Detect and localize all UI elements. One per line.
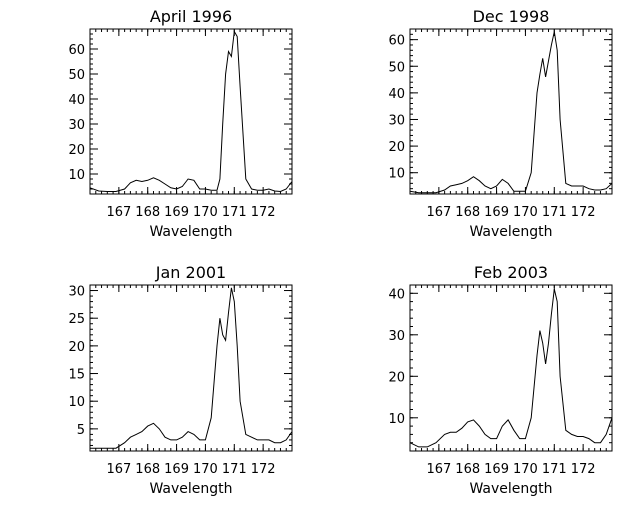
y-tick-label: 10	[388, 167, 405, 182]
x-axis-label: Wavelength	[149, 224, 232, 240]
x-tick-label: 170	[513, 462, 538, 477]
x-tick-label: 172	[571, 205, 596, 220]
x-tick-label: 169	[164, 205, 189, 220]
y-tick-label: 30	[68, 285, 85, 300]
y-tick-label: 40	[388, 287, 405, 302]
y-tick-label: 50	[68, 68, 85, 83]
chart-panel-2: Dec 1998 167 168 169 170 171 172 10 20 30 40 50 60 Wa…	[388, 7, 613, 240]
chart-title: Dec 1998	[473, 7, 550, 26]
x-tick-label: 171	[222, 205, 247, 220]
x-tick-label: 168	[455, 462, 480, 477]
x-tick-label: 171	[542, 205, 567, 220]
y-tick-label: 20	[68, 143, 85, 158]
y-tick-label: 60	[68, 43, 85, 58]
chart-panel-1: April 1996 167 168 169 170 171 172 10 20 30 40 50 60…	[68, 7, 293, 240]
x-tick-label: 168	[455, 205, 480, 220]
y-tick-label: 5	[77, 423, 85, 438]
x-tick-label: 170	[193, 205, 218, 220]
x-tick-label: 169	[484, 205, 509, 220]
chart-panel-4: Feb 2003 167 168 169 170 171 172 10 20 30 40 Wavele…	[388, 263, 613, 497]
y-tick-label: 30	[388, 113, 405, 128]
y-tick-label: 40	[68, 93, 85, 108]
x-tick-label: 167	[426, 205, 451, 220]
y-tick-label: 50	[388, 60, 405, 75]
y-tick-label: 20	[388, 370, 405, 385]
chart-title: Feb 2003	[474, 263, 548, 282]
y-tick-label: 15	[68, 368, 85, 383]
x-axis-label: Wavelength	[149, 481, 232, 497]
chart-title: April 1996	[150, 7, 232, 26]
x-tick-label: 170	[513, 205, 538, 220]
x-axis-label: Wavelength	[469, 224, 552, 240]
x-axis-label: Wavelength	[469, 481, 552, 497]
x-tick-label: 172	[251, 462, 276, 477]
chart-panels: April 1996 167 168 169 170 171 172 10 20 30 40 50 60…	[68, 7, 613, 497]
x-tick-label: 169	[164, 462, 189, 477]
x-tick-label: 172	[571, 462, 596, 477]
spectrum-line	[90, 287, 293, 449]
chart-title: Jan 2001	[155, 263, 226, 282]
spectrum-line	[409, 31, 613, 194]
x-tick-label: 171	[542, 462, 567, 477]
x-tick-label: 168	[135, 205, 160, 220]
y-tick-label: 20	[388, 140, 405, 155]
x-tick-label: 167	[106, 462, 131, 477]
plot-frame	[89, 284, 293, 452]
x-tick-label: 167	[106, 205, 131, 220]
x-tick-label: 172	[251, 205, 276, 220]
y-tick-label: 25	[68, 312, 85, 327]
x-tick-label: 170	[193, 462, 218, 477]
plot-frame	[89, 28, 293, 195]
y-tick-label: 10	[68, 168, 85, 183]
x-tick-label: 168	[135, 462, 160, 477]
y-tick-label: 20	[68, 340, 85, 355]
x-tick-label: 169	[484, 462, 509, 477]
x-tick-label: 171	[222, 462, 247, 477]
chart-panel-3: Jan 2001 167 168 169 170 171 172 5 10 15 20 25 30 Wav…	[68, 263, 293, 497]
plot-frame	[409, 28, 613, 195]
y-tick-label: 10	[388, 412, 405, 427]
x-tick-label: 167	[426, 462, 451, 477]
y-tick-label: 60	[388, 34, 405, 49]
y-tick-label: 30	[68, 118, 85, 133]
y-tick-label: 10	[68, 395, 85, 410]
spectrum-line	[409, 288, 613, 448]
spectrum-line	[89, 29, 293, 193]
y-tick-label: 40	[388, 87, 405, 102]
y-tick-label: 30	[388, 329, 405, 344]
